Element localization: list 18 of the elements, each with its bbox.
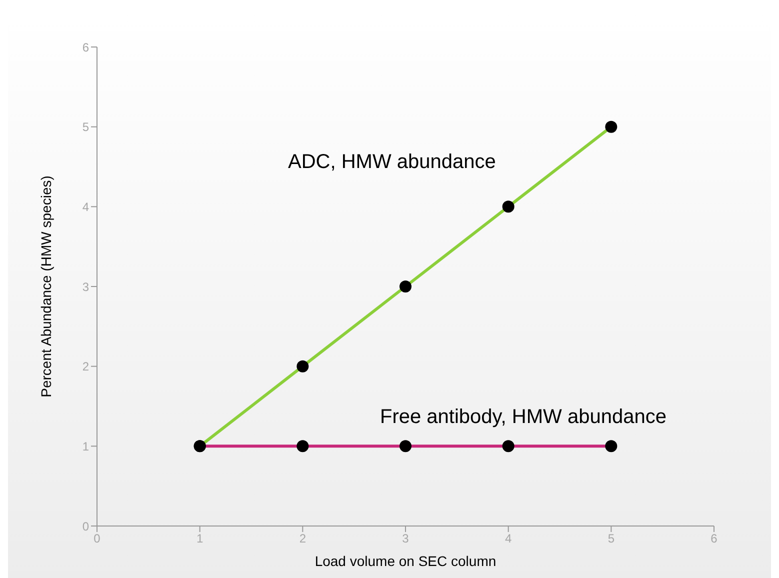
x-axis-title: Load volume on SEC column bbox=[314, 553, 496, 569]
y-tick-label: 1 bbox=[82, 439, 90, 454]
y-tick-label: 3 bbox=[82, 280, 90, 294]
y-tick-label: 0 bbox=[82, 519, 90, 534]
y-tick-label: 4 bbox=[82, 200, 90, 214]
y-tick-label: 6 bbox=[82, 40, 90, 54]
x-tick-label: 2 bbox=[299, 532, 306, 546]
y-tick-label: 5 bbox=[82, 120, 90, 134]
x-tick-label: 6 bbox=[710, 532, 718, 546]
x-tick-label: 0 bbox=[94, 532, 101, 546]
series-label: ADC, HMW abundance bbox=[288, 151, 496, 174]
x-tick-label: 4 bbox=[504, 532, 512, 546]
y-axis-title: Percent Abundance (HMW species) bbox=[38, 176, 54, 398]
x-tick-label: 3 bbox=[402, 532, 410, 546]
x-tick-label: 1 bbox=[196, 532, 204, 546]
series-label: Free antibody, HMW abundance bbox=[380, 406, 666, 429]
x-tick-label: 5 bbox=[608, 532, 615, 546]
y-tick-label: 2 bbox=[82, 360, 90, 374]
